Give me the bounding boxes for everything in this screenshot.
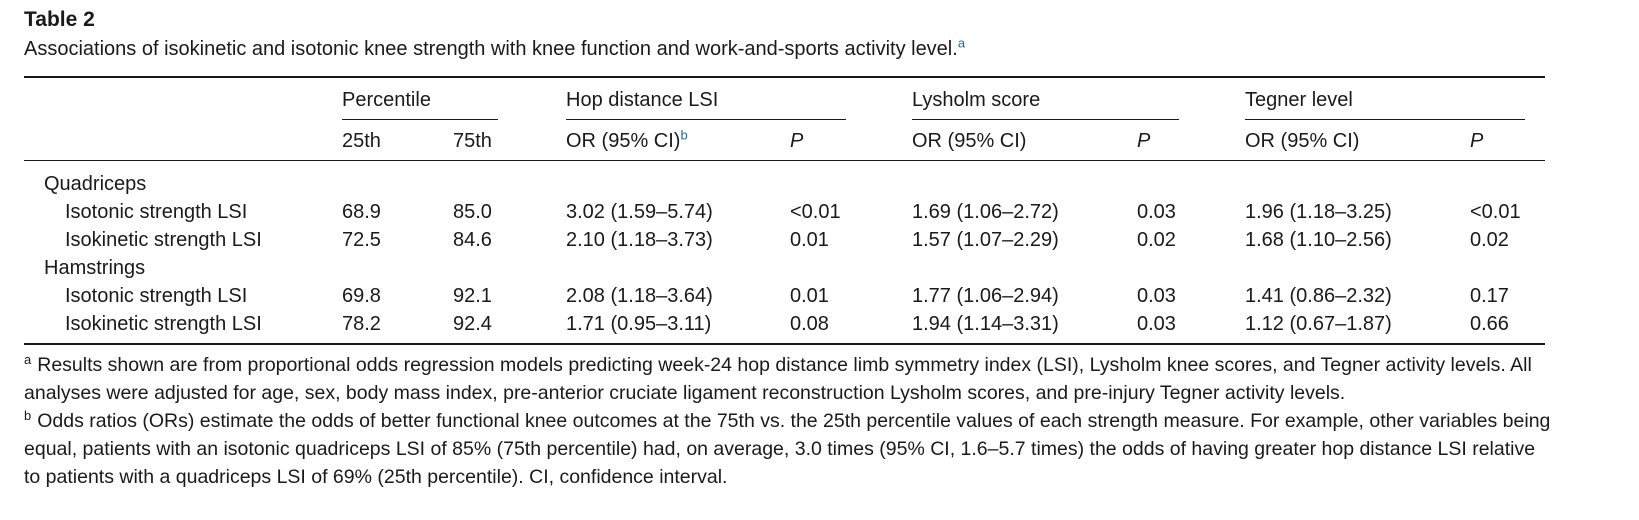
- cell-lysholm-p: 0.02: [1137, 229, 1176, 251]
- cell-75th: 92.1: [453, 285, 492, 307]
- group-header-lysholm: Lysholm score: [912, 89, 1041, 111]
- cell-lysholm-p: 0.03: [1137, 201, 1176, 223]
- cell-tegner-p: 0.02: [1470, 229, 1509, 251]
- cell-25th: 68.9: [342, 201, 381, 223]
- group-header-percentile: Percentile: [342, 89, 431, 111]
- section-label-quadriceps: Quadriceps: [44, 173, 147, 195]
- col-header-hop-p: P: [790, 130, 804, 152]
- footnote-b-text: Odds ratios (ORs) estimate the odds of b…: [24, 410, 1551, 488]
- row-label: Isotonic strength LSI: [65, 285, 248, 307]
- cell-lysholm-p: 0.03: [1137, 285, 1176, 307]
- cell-tegner-p: <0.01: [1470, 201, 1521, 223]
- top-rule: [24, 76, 1545, 78]
- section-label-hamstrings: Hamstrings: [44, 257, 146, 279]
- bottom-rule: [24, 343, 1545, 345]
- table-caption: Associations of isokinetic and isotonic …: [24, 35, 966, 61]
- footnote-b-mark: b: [24, 407, 32, 423]
- col-header-lysholm-p: P: [1137, 130, 1151, 152]
- cell-hop-p: 0.01: [790, 229, 829, 251]
- cell-lysholm-or: 1.57 (1.07–2.29): [912, 229, 1059, 251]
- row-label: Isokinetic strength LSI: [65, 313, 262, 335]
- cell-hop-or: 1.71 (0.95–3.11): [566, 313, 712, 335]
- cell-75th: 84.6: [453, 229, 492, 251]
- cell-tegner-or: 1.68 (1.10–2.56): [1245, 229, 1392, 251]
- cell-tegner-or: 1.96 (1.18–3.25): [1245, 201, 1392, 223]
- col-header-hop-or: OR (95% CI)b: [566, 127, 688, 155]
- cell-25th: 78.2: [342, 313, 381, 335]
- cell-75th: 92.4: [453, 313, 492, 335]
- cell-hop-p: 0.01: [790, 285, 829, 307]
- table-label: Table 2: [24, 8, 95, 31]
- footnote-b: b Odds ratios (ORs) estimate the odds of …: [24, 407, 1554, 491]
- cell-lysholm-or: 1.94 (1.14–3.31): [912, 313, 1059, 335]
- cell-hop-p: 0.08: [790, 313, 829, 335]
- cell-75th: 85.0: [453, 201, 492, 223]
- group-underline-tegner: [1245, 119, 1525, 120]
- cell-lysholm-or: 1.69 (1.06–2.72): [912, 201, 1059, 223]
- row-label: Isotonic strength LSI: [65, 201, 248, 223]
- cell-tegner-p: 0.17: [1470, 285, 1509, 307]
- col-header-hop-or-text: OR (95% CI): [566, 130, 681, 152]
- cell-tegner-or: 1.12 (0.67–1.87): [1245, 313, 1392, 335]
- footnote-a-text: Results shown are from proportional odds…: [24, 354, 1532, 404]
- cell-hop-or: 3.02 (1.59–5.74): [566, 201, 713, 223]
- group-underline-lysholm: [912, 119, 1179, 120]
- col-header-25th: 25th: [342, 130, 381, 152]
- col-header-hop-or-mark: b: [680, 127, 688, 143]
- footnote-a-mark: a: [24, 351, 32, 367]
- cell-hop-p: <0.01: [790, 201, 841, 223]
- cell-25th: 72.5: [342, 229, 381, 251]
- caption-footnote-mark: a: [957, 35, 966, 51]
- cell-hop-or: 2.10 (1.18–3.73): [566, 229, 713, 251]
- cell-tegner-or: 1.41 (0.86–2.32): [1245, 285, 1392, 307]
- group-underline-percentile: [342, 119, 498, 120]
- group-header-tegner: Tegner level: [1245, 89, 1353, 111]
- table-caption-text: Associations of isokinetic and isotonic …: [24, 38, 958, 60]
- cell-hop-or: 2.08 (1.18–3.64): [566, 285, 713, 307]
- cell-25th: 69.8: [342, 285, 381, 307]
- col-header-lysholm-or: OR (95% CI): [912, 130, 1027, 152]
- group-header-hop-distance: Hop distance LSI: [566, 89, 719, 111]
- cell-lysholm-p: 0.03: [1137, 313, 1176, 335]
- col-header-tegner-or: OR (95% CI): [1245, 130, 1360, 152]
- col-header-tegner-p: P: [1470, 130, 1484, 152]
- group-underline-hop-distance: [566, 119, 846, 120]
- row-label: Isokinetic strength LSI: [65, 229, 262, 251]
- footnote-a: a Results shown are from proportional odd…: [24, 351, 1554, 407]
- header-rule: [24, 160, 1545, 161]
- col-header-75th: 75th: [453, 130, 492, 152]
- cell-lysholm-or: 1.77 (1.06–2.94): [912, 285, 1059, 307]
- cell-tegner-p: 0.66: [1470, 313, 1509, 335]
